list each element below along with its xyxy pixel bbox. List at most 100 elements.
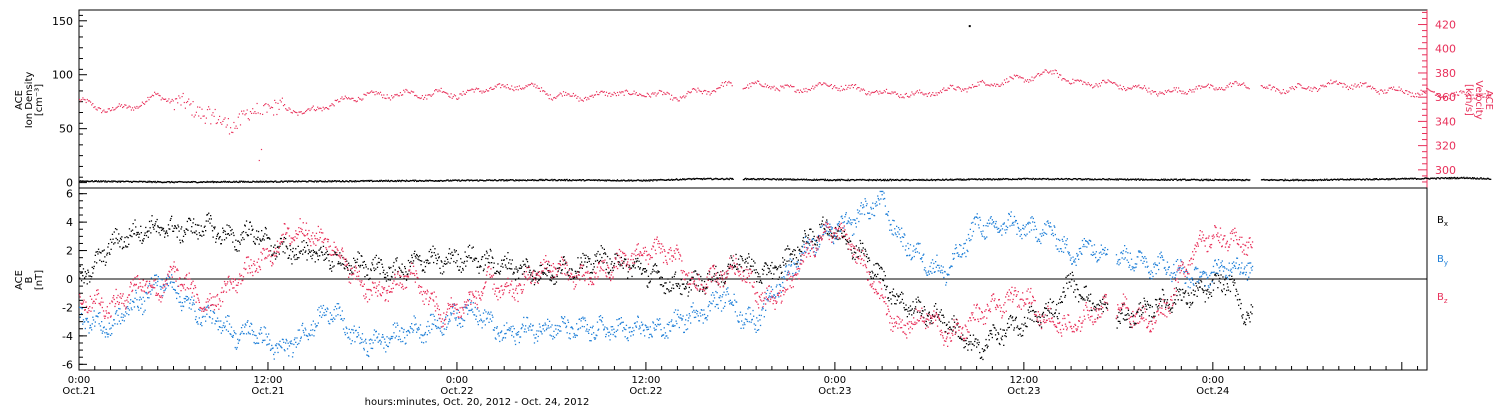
b-point-bx [853,247,855,249]
density-point [769,178,771,181]
density-point [1042,177,1045,180]
b-point-bx [760,281,762,283]
density-point [490,179,493,182]
b-point-bx [685,285,687,288]
density-point [1332,179,1334,181]
density-point [1442,177,1444,179]
velocity-point [508,88,511,90]
velocity-point [659,90,662,92]
density-point [556,179,558,182]
density-point [882,179,884,181]
velocity-point [173,109,175,111]
b-point-bx [489,248,491,251]
b-point-bx [792,250,794,253]
density-point [690,178,693,181]
density-point [200,181,202,183]
b-point-bx [767,267,769,269]
density-point [1266,179,1268,181]
velocity-point [449,96,451,98]
velocity-point [986,84,988,86]
density-point [1148,179,1150,181]
velocity-point [1419,94,1421,96]
velocity-point [1260,85,1262,87]
density-point [1476,177,1478,179]
density-point [249,181,252,183]
b-point-bx [308,249,310,251]
density-point [443,180,445,182]
density-point [922,179,924,182]
density-point [158,181,160,183]
velocity-point [791,86,793,88]
density-point [1036,178,1038,180]
density-point [958,178,960,180]
density-point [1243,179,1245,181]
b-point-bx [358,252,360,254]
velocity-point [689,92,691,94]
density-point [640,179,642,181]
b-point-bx [1031,319,1033,321]
velocity-point [1453,92,1455,94]
density-point [319,180,321,182]
velocity-point [190,103,192,105]
b-point-bx [1202,289,1204,291]
b-point-bx [990,329,992,332]
density-point [516,179,518,182]
b-point-bx [1090,293,1092,295]
b-point-bx [1123,303,1125,305]
velocity-point [975,85,977,87]
density-point [526,180,528,182]
b-point-bx [1217,287,1219,289]
velocity-point [1020,77,1022,79]
density-point [296,180,298,183]
velocity-point [641,95,643,97]
density-point [1177,179,1179,181]
velocity-point [1376,91,1378,93]
velocity-point [187,100,189,103]
velocity-point [247,118,249,120]
velocity-point [476,88,479,90]
velocity-point [1268,84,1270,86]
b-point-bx [571,269,573,271]
b-point-bx [610,269,612,271]
velocity-point [976,85,978,87]
velocity-point [1195,86,1197,88]
b-point-bx [954,327,956,329]
velocity-point [1044,69,1046,71]
density-point [1281,179,1283,181]
b-point-bx [1119,320,1121,323]
b-point-bx [616,254,619,257]
density-point [912,178,915,181]
b-point-bx [999,328,1002,330]
density-point [355,181,357,183]
velocity-point [448,95,450,97]
density-point [236,181,238,183]
b-point-bx [339,262,342,264]
velocity-point [1114,82,1116,84]
b-point-bx [317,255,319,257]
b-point-bx [205,230,207,232]
b-point-bx [1058,312,1060,315]
velocity-point [1476,94,1478,96]
density-point [1045,178,1048,180]
density-point [1086,179,1088,181]
velocity-point [776,88,778,90]
velocity-point [135,107,137,109]
b-point-bx [218,236,221,239]
density-point [671,179,674,181]
velocity-point [1289,87,1291,89]
density-point [938,179,941,181]
b-point-bx [1206,290,1208,292]
b-point-bx [1190,304,1192,306]
density-point [916,179,919,181]
b-point-bx [836,230,839,232]
density-axis-label: ACEIon Density[cm⁻³] [14,72,45,129]
density-point [712,178,714,181]
velocity-point [870,92,872,94]
b-point-bx [930,320,932,322]
density-point [1300,179,1302,181]
density-point [860,179,863,181]
b-point-bx [790,261,793,263]
density-point [1351,178,1353,180]
velocity-point [87,100,89,102]
density-point [716,178,719,180]
